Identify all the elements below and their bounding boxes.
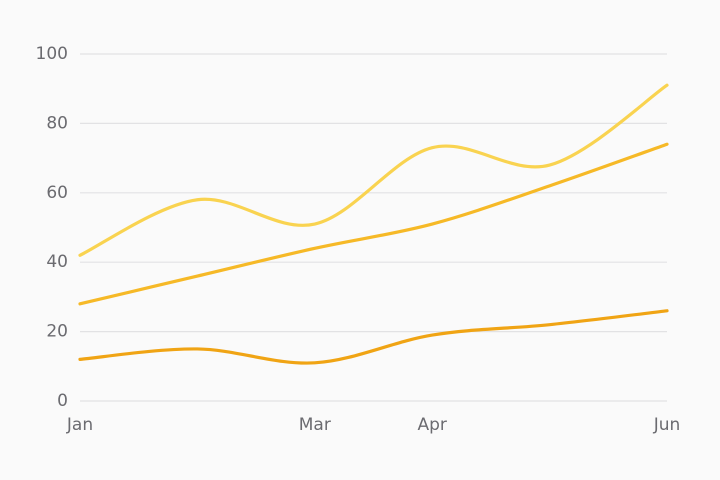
y-tick-label: 60: [46, 183, 68, 203]
y-tick-label: 20: [46, 322, 68, 342]
y-tick-label: 80: [46, 113, 68, 133]
line-series: [78, 83, 669, 257]
y-tick-label: 0: [57, 391, 68, 411]
x-tick-label: Jun: [653, 415, 681, 435]
x-tick-label: Jan: [66, 415, 93, 435]
x-tick-label: Mar: [299, 415, 331, 435]
line-series: [78, 142, 669, 306]
y-tick-label: 40: [46, 252, 68, 272]
line-series: [78, 309, 669, 365]
y-tick-label: 100: [36, 44, 68, 64]
x-tick-label: Apr: [417, 415, 446, 435]
